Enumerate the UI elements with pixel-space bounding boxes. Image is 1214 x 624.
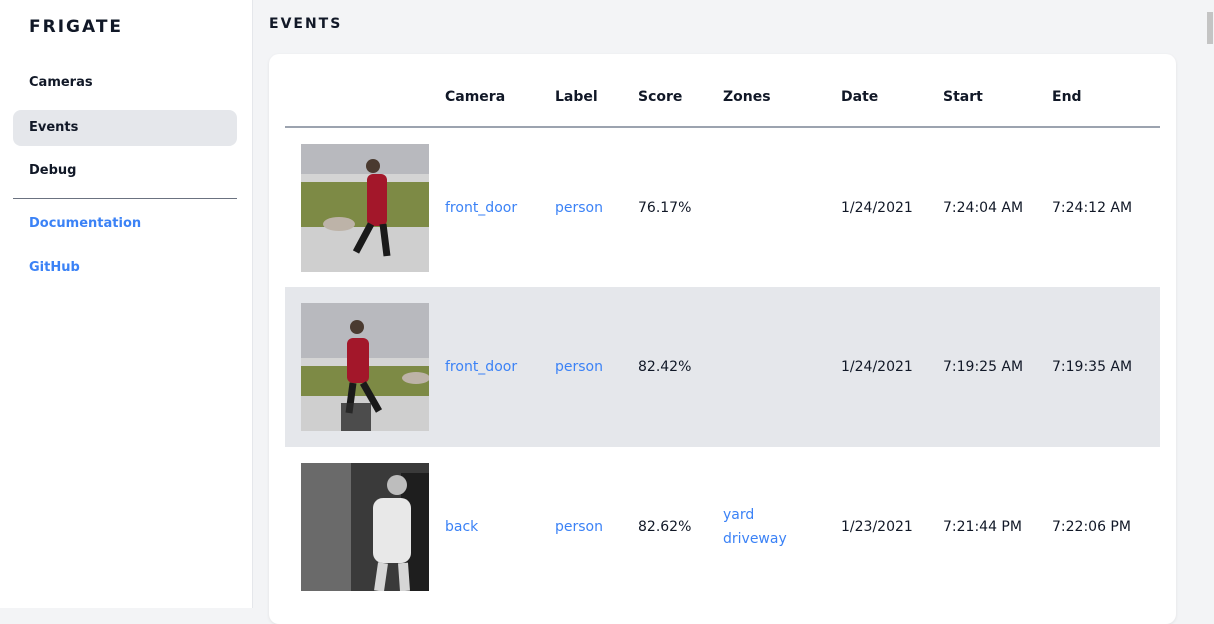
start-time: 7:21:44 PM: [943, 519, 1022, 535]
header-end: End: [1052, 54, 1160, 128]
end-time: 7:19:35 AM: [1052, 287, 1160, 447]
header-camera: Camera: [445, 54, 555, 128]
table-row[interactable]: front_door person 76.17% 1/24/2021 7:24:…: [285, 127, 1160, 287]
score: 82.62%: [638, 519, 692, 535]
sidebar: FRIGATE Cameras Events Debug Documentati…: [0, 0, 253, 608]
table-row[interactable]: front_door person 82.42% 1/24/2021 7:19:…: [285, 287, 1160, 447]
table-row[interactable]: back person 82.62% yard driveway 1/23/202…: [285, 447, 1160, 607]
link-documentation[interactable]: Documentation: [29, 216, 142, 231]
scrollbar-thumb[interactable]: [1207, 12, 1213, 44]
start-time: 7:24:04 AM: [943, 199, 1024, 216]
sidebar-item-cameras[interactable]: Cameras: [29, 75, 93, 90]
link-github[interactable]: GitHub: [29, 260, 80, 275]
label-link[interactable]: person: [555, 287, 638, 447]
header-label: Label: [555, 54, 638, 128]
zone-link[interactable]: yard: [723, 507, 755, 523]
label-link[interactable]: person: [555, 199, 603, 216]
event-thumbnail[interactable]: [301, 463, 429, 591]
events-card: Camera Label Score Zones Date Start End …: [269, 54, 1176, 624]
end-time: 7:22:06 PM: [1052, 519, 1131, 535]
sidebar-item-debug[interactable]: Debug: [29, 163, 77, 178]
table-header: Camera Label Score Zones Date Start End: [285, 54, 1160, 128]
event-thumbnail[interactable]: [301, 303, 429, 431]
header-score: Score: [638, 54, 723, 128]
scrollbar[interactable]: [1206, 0, 1214, 608]
event-thumbnail[interactable]: [301, 143, 429, 272]
end-time: 7:24:12 AM: [1052, 199, 1133, 216]
zones: [723, 127, 841, 287]
header-thumbnail: [285, 54, 445, 128]
camera-link[interactable]: front_door: [445, 199, 518, 216]
score: 76.17%: [638, 199, 692, 216]
header-zones: Zones: [723, 54, 841, 128]
zones: [723, 287, 841, 447]
header-date: Date: [841, 54, 943, 128]
sidebar-divider: [13, 198, 237, 199]
start-time: 7:19:25 AM: [943, 287, 1052, 447]
zone-link[interactable]: driveway: [723, 531, 787, 547]
date: 1/24/2021: [841, 199, 913, 216]
brand-logo[interactable]: FRIGATE: [29, 17, 124, 37]
label-link[interactable]: person: [555, 519, 603, 535]
events-table: Camera Label Score Zones Date Start End …: [285, 54, 1160, 607]
header-start: Start: [943, 54, 1052, 128]
date: 1/24/2021: [841, 287, 943, 447]
score: 82.42%: [638, 287, 723, 447]
sidebar-item-events[interactable]: Events: [13, 110, 237, 146]
page-title: EVENTS: [269, 16, 343, 32]
camera-link[interactable]: back: [445, 519, 479, 535]
zones: yard driveway: [723, 447, 841, 607]
date: 1/23/2021: [841, 519, 913, 535]
camera-link[interactable]: front_door: [445, 287, 555, 447]
